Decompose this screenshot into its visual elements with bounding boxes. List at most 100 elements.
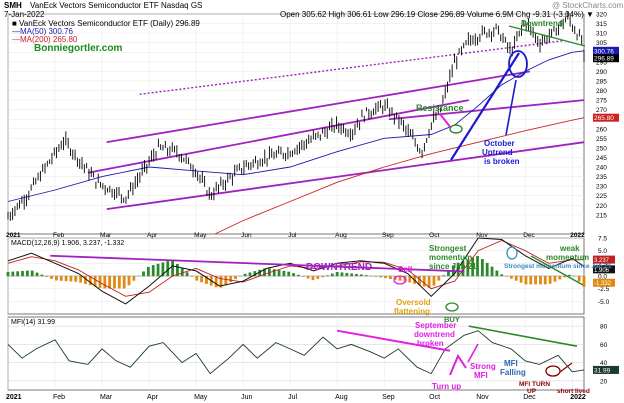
- annotation-buy: BUY: [444, 315, 460, 324]
- macd-histogram-bar: [514, 276, 518, 281]
- panel-frame-0: [7, 13, 585, 235]
- channel-lower-line: [106, 141, 585, 211]
- macd-histogram-bar: [200, 276, 204, 283]
- date-label: 7-Jan-2022: [4, 10, 45, 19]
- macd-histogram-bar: [524, 276, 528, 285]
- macd-histogram-bar: [287, 271, 291, 277]
- annotation-downtrend-price: Downtrend: [521, 19, 563, 28]
- x-axis-label-bottom: Oct: [429, 394, 440, 401]
- x-axis-label: Oct: [429, 232, 439, 239]
- macd-histogram-bar: [195, 276, 199, 281]
- macd-histogram-bar: [55, 276, 58, 281]
- macd-histogram-bar: [151, 265, 155, 277]
- price-marker-box: [593, 113, 619, 122]
- macd-histogram-bar: [142, 271, 145, 277]
- macd-tick-label: 0.0: [598, 274, 607, 281]
- annotation-strong: Strong: [470, 362, 496, 371]
- macd-histogram-bar: [301, 276, 305, 277]
- annotation-turn-up: Turn up: [432, 382, 461, 391]
- macd-histogram-bar: [35, 272, 39, 277]
- macd-histogram-bar: [359, 274, 363, 277]
- mfi-tick-label: 80: [600, 324, 608, 331]
- macd-histogram-bar: [40, 274, 44, 277]
- macd-histogram-bar: [272, 269, 276, 277]
- macd-histogram-bar: [161, 262, 165, 277]
- annotation-falling: Falling: [500, 368, 526, 377]
- macd-histogram-bar: [25, 270, 29, 277]
- annotation-mfi: MFI: [474, 371, 488, 380]
- macd-histogram-bar: [568, 274, 571, 277]
- macd-histogram-bar: [384, 276, 387, 279]
- resistance-circle: [449, 124, 463, 134]
- panel-frame-2: [7, 316, 585, 391]
- macd-histogram-bar: [509, 276, 513, 279]
- annotation-short-lived: short lived: [557, 388, 590, 395]
- annotation-sell: Sell: [398, 265, 412, 274]
- mfi-turn-up-circle: [545, 365, 561, 377]
- macd-histogram-bar: [558, 276, 562, 280]
- downtrend-price-line: [508, 25, 586, 47]
- macd-marker-label: 1.906: [594, 268, 610, 274]
- title-line: VanEck Vectors Semiconductor ETF Nasdaq …: [30, 1, 203, 10]
- macd-histogram-bar: [456, 262, 460, 277]
- macd-histogram-bar: [437, 276, 441, 281]
- channel-upper-line: [106, 70, 531, 144]
- macd-histogram-bar: [297, 274, 300, 277]
- macd-histogram-bar: [292, 273, 295, 277]
- macd-histogram-bar: [306, 276, 310, 279]
- macd-histogram-bar: [214, 276, 218, 288]
- x-axis-label-bottom: Aug: [335, 394, 348, 401]
- macd-histogram-bar: [171, 259, 174, 277]
- annotation-october: October: [484, 139, 515, 148]
- x-axis-label-bottom: Apr: [147, 394, 159, 401]
- macd-tick-label: 7.5: [598, 236, 607, 243]
- macd-histogram-bar: [427, 276, 431, 288]
- mfi-marker-box: [593, 365, 619, 374]
- mfi-falling-line: [468, 325, 578, 347]
- annotation-mfi-label: MFI: [504, 359, 518, 368]
- annotation-oversold: Oversold: [396, 298, 431, 307]
- x-axis-label-bottom: 2021: [6, 394, 22, 401]
- macd-histogram-bar: [408, 276, 412, 283]
- ohlc-readout: Open 305.62 High 306.61 Low 296.19 Close…: [280, 10, 594, 19]
- annotation-strongest-2: since Jan 21: [429, 262, 477, 271]
- macd-marker-label: -1.332: [594, 281, 612, 287]
- x-axis-label-bottom: Dec: [523, 394, 536, 401]
- macd-histogram-bar: [74, 276, 78, 282]
- macd-histogram-bar: [205, 276, 208, 284]
- x-axis-label: 2021: [6, 232, 21, 239]
- mfi-title: MFI(14) 31.99: [11, 319, 55, 326]
- macd-histogram-bar: [229, 276, 233, 282]
- annotation-mfi-turn: MFI TURN: [519, 381, 550, 388]
- macd-marker-box: [593, 255, 615, 264]
- macd-histogram-bar: [248, 272, 252, 277]
- price-tick-label: 305: [596, 40, 607, 47]
- macd-histogram-bar: [495, 270, 499, 277]
- annotation-macd-sell: Strongest momentum since Jan 21: [504, 263, 612, 270]
- macd-histogram-bar: [180, 268, 184, 277]
- macd-title: MACD(12,26,9) 1.906, 3.237, -1.332: [11, 240, 124, 247]
- macd-histogram-bar: [93, 276, 97, 287]
- brand-label: Bonniegortler.com: [34, 43, 123, 54]
- macd-histogram-bar: [59, 276, 63, 281]
- macd-histogram-bar: [253, 271, 257, 277]
- mfi-turn-up-arrow: [559, 362, 573, 373]
- macd-sell-circle: [506, 246, 518, 260]
- x-axis-label: 2022: [570, 232, 585, 239]
- price-marker-label: 265.80: [594, 115, 614, 122]
- x-axis-label: Feb: [53, 232, 65, 239]
- annotation-flattening: flattening: [394, 307, 430, 316]
- macd-histogram-bar: [166, 261, 170, 277]
- price-tick-label: 225: [596, 193, 607, 200]
- macd-histogram-bar: [64, 276, 68, 282]
- weak-momentum-line: [530, 255, 584, 286]
- macd-histogram-bar: [176, 263, 179, 277]
- macd-histogram-bar: [84, 276, 87, 284]
- macd-histogram-bar: [500, 274, 504, 277]
- x-axis-label-bottom: Mar: [100, 394, 113, 401]
- macd-marker-box: [593, 278, 615, 287]
- macd-histogram-bar: [340, 272, 344, 277]
- macd-histogram-bar: [311, 276, 315, 281]
